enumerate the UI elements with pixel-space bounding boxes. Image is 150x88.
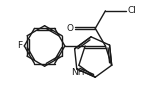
Text: F: F — [18, 41, 23, 50]
Text: Cl: Cl — [127, 6, 136, 15]
Text: NH: NH — [71, 68, 85, 77]
Text: O: O — [66, 24, 73, 33]
